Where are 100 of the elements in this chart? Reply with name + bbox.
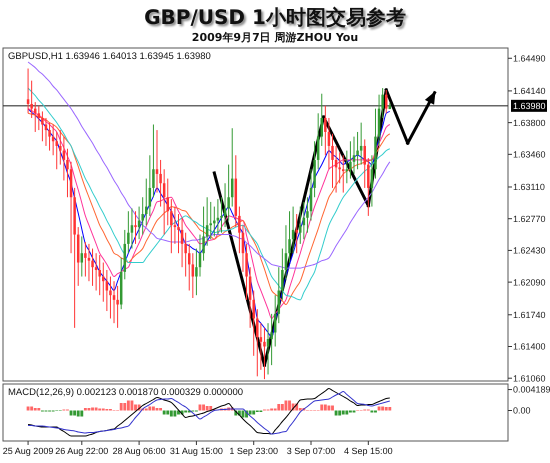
bar — [170, 410, 173, 416]
y-tick-label: 1.62430 — [513, 246, 546, 256]
bar — [327, 406, 330, 410]
candlestick — [292, 206, 294, 254]
y-tick-label: 0.00 — [513, 406, 531, 416]
candlestick — [102, 262, 105, 302]
bar — [338, 410, 342, 416]
candlestick — [256, 308, 259, 377]
annotation: MACD(12,26,9) 0.002123 0.001870 0.000329 0.000000 — [8, 387, 244, 398]
candlestick — [112, 280, 116, 324]
candlestick — [91, 248, 94, 286]
bar — [345, 410, 348, 414]
candlestick — [288, 210, 291, 264]
y-tick-label: 1.63460 — [513, 149, 546, 160]
candlestick — [220, 196, 223, 234]
chart-title: GBP/USD 1小时图交易参考 — [144, 5, 406, 29]
bar — [280, 404, 284, 410]
candlestick — [324, 105, 327, 156]
bar — [248, 410, 252, 414]
candlestick — [230, 128, 234, 208]
candlestick — [130, 208, 134, 250]
x-tick-label: 3 Sep 07:00 — [286, 446, 336, 456]
candlestick — [48, 122, 51, 152]
bar — [73, 410, 76, 416]
candlestick — [188, 243, 190, 292]
candlestick — [367, 158, 370, 216]
candlestick — [94, 252, 98, 292]
candlestick — [384, 89, 388, 114]
candlestick — [80, 236, 84, 278]
bar — [134, 404, 137, 410]
candlestick — [166, 178, 170, 226]
y-tick-label: 1.63110 — [513, 182, 545, 192]
candlestick — [320, 93, 324, 146]
y-tick-label: 1.61740 — [513, 310, 546, 320]
candlestick — [278, 266, 280, 324]
y-tick-label: 1.61400 — [513, 342, 546, 352]
candlestick — [263, 327, 266, 380]
candlestick — [363, 138, 366, 188]
candlestick — [299, 206, 302, 244]
candlestick — [26, 68, 30, 114]
candlestick — [34, 102, 36, 132]
line-series — [28, 61, 390, 269]
bar — [198, 404, 202, 410]
annotation: GBPUSD,H1 1.63946 1.64013 1.63945 1.63980 — [8, 51, 211, 62]
candlestick — [302, 201, 306, 240]
bar — [70, 410, 72, 416]
bar — [152, 406, 155, 410]
bar — [202, 404, 205, 410]
candlestick — [192, 252, 194, 298]
bar — [334, 410, 338, 416]
y-tick-label: 1.62770 — [513, 214, 546, 224]
bar — [130, 400, 134, 410]
chart-subtitle: 2009年9月7日 周游ZHOU You — [192, 31, 358, 44]
bar — [30, 406, 34, 410]
candlestick — [134, 210, 137, 244]
candlestick — [331, 133, 334, 188]
x-tick-label: 4 Sep 15:00 — [344, 446, 393, 456]
y-tick-label: 1.62090 — [513, 277, 546, 288]
candlestick — [334, 145, 338, 194]
x-tick-label: 28 Aug 06:00 — [112, 446, 166, 456]
candlestick — [84, 242, 87, 278]
y-tick-label: 1.64140 — [513, 86, 546, 96]
x-tick-label: 25 Aug 2009 — [2, 446, 54, 456]
candlestick — [145, 178, 148, 226]
bar — [162, 410, 166, 414]
y-tick-label: 0.004189 — [513, 384, 550, 395]
bar — [126, 400, 130, 410]
candlestick — [274, 294, 276, 347]
bar — [91, 408, 94, 410]
bar — [94, 408, 98, 410]
y-tick-label: 1.61060 — [513, 373, 546, 384]
bar — [378, 406, 380, 410]
candlestick — [360, 122, 362, 166]
bar — [26, 406, 30, 410]
bar — [242, 410, 244, 418]
candlestick — [349, 140, 352, 180]
candlestick — [55, 131, 58, 170]
ref-line-label: 1.63980 — [513, 100, 546, 111]
candlestick — [213, 206, 216, 237]
bar — [173, 410, 176, 416]
bar — [331, 406, 334, 410]
bar — [381, 406, 384, 410]
candlestick — [59, 130, 62, 166]
x-tick-label: 31 Aug 15:00 — [170, 446, 223, 456]
bar — [284, 400, 288, 410]
candlestick — [352, 136, 356, 174]
candlestick — [38, 105, 40, 131]
candlestick — [162, 168, 166, 236]
y-tick-label: 1.64490 — [513, 53, 546, 64]
y-tick-label: 1.63800 — [513, 118, 546, 128]
bar — [324, 404, 327, 410]
bar — [148, 406, 152, 410]
candlestick — [98, 254, 101, 296]
candlestick — [141, 196, 144, 236]
x-tick-label: 1 Sep 23:00 — [229, 446, 278, 456]
x-tick-label: 26 Aug 22:00 — [55, 446, 108, 456]
bar — [288, 400, 291, 410]
candlestick — [116, 285, 119, 328]
bar — [206, 406, 209, 410]
candlestick — [195, 248, 198, 296]
